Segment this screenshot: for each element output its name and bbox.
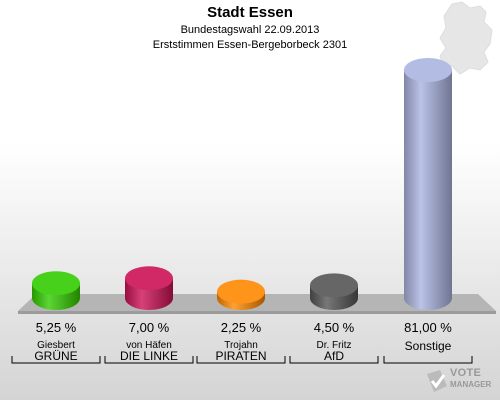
bar-4 (404, 58, 452, 310)
candidate-label-0: Giesbert (37, 340, 75, 351)
bar-0 (32, 271, 80, 310)
value-label-0: 5,25 % (36, 320, 77, 335)
bar-top-4 (404, 58, 452, 82)
party-label-2: PIRATEN (215, 349, 266, 363)
value-label-1: 7,00 % (129, 320, 170, 335)
bar-top-3 (310, 273, 358, 298)
label-bracket-4 (383, 356, 473, 364)
bar-3 (310, 273, 358, 310)
label-bracket-2 (196, 356, 286, 364)
value-label-4: 81,00 % (404, 320, 452, 335)
chart-subtitle-2: Erststimmen Essen-Bergeborbeck 2301 (152, 39, 348, 51)
candidate-label-3: Dr. Fritz (317, 340, 352, 351)
bar-top-2 (217, 279, 265, 304)
party-label-1: DIE LINKE (120, 349, 178, 363)
bar-top-0 (32, 271, 80, 296)
label-bracket-1 (104, 356, 194, 364)
chart-title: Stadt Essen (207, 4, 293, 21)
ballot-check-icon (427, 370, 447, 392)
bar-1 (125, 266, 173, 310)
party-label-0: GRÜNE (34, 349, 77, 363)
label-bracket-3 (289, 356, 379, 364)
watermark-line2: MANAGER (450, 380, 492, 389)
vote-manager-watermark: VOTE MANAGER (424, 366, 494, 396)
value-label-3: 4,50 % (314, 320, 355, 335)
party-label-4: Sonstige (405, 339, 452, 353)
bar-top-1 (125, 266, 173, 291)
bar-body-4 (404, 70, 452, 310)
germany-map-icon (439, 1, 493, 75)
chart-subtitle: Bundestagswahl 22.09.2013 (180, 24, 320, 36)
bar-2 (217, 279, 265, 310)
label-bracket-0 (11, 356, 101, 364)
candidate-label-2: Trojahn (224, 340, 258, 351)
value-label-2: 2,25 % (221, 320, 262, 335)
candidate-label-1: von Häfen (126, 340, 172, 351)
watermark-line1: VOTE (450, 367, 482, 379)
chart-floor-front (18, 311, 496, 314)
party-label-3: AfD (324, 349, 344, 363)
